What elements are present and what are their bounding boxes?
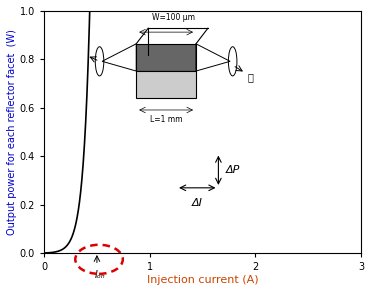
Text: L=1 mm: L=1 mm bbox=[150, 115, 183, 124]
Text: 光: 光 bbox=[247, 72, 253, 82]
Text: Iₒₕ: Iₒₕ bbox=[95, 270, 105, 280]
Y-axis label: Output power for each reflector facet  (W): Output power for each reflector facet (W… bbox=[7, 29, 17, 235]
X-axis label: Injection current (A): Injection current (A) bbox=[147, 275, 258, 285]
Polygon shape bbox=[136, 71, 196, 98]
Text: ΔP: ΔP bbox=[226, 165, 240, 175]
Text: W=100 μm: W=100 μm bbox=[152, 13, 195, 22]
Text: ΔI: ΔI bbox=[192, 197, 203, 208]
Polygon shape bbox=[136, 44, 196, 71]
